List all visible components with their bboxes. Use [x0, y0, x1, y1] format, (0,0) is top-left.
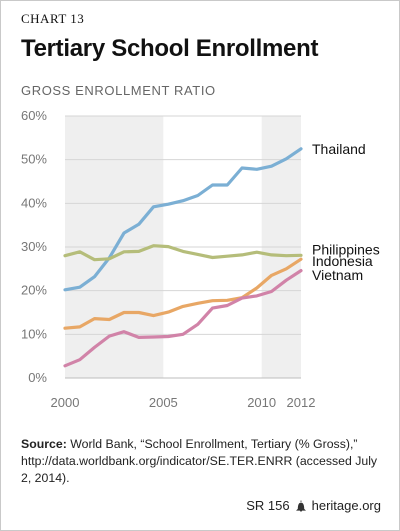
y-tick-label: 50% — [21, 152, 47, 167]
footer: SR 156 heritage.org — [246, 498, 381, 513]
chart-number: CHART 13 — [21, 11, 85, 26]
site-name: heritage.org — [311, 498, 381, 513]
x-tick-label: 2012 — [287, 395, 316, 410]
report-id: SR 156 — [246, 498, 290, 513]
series-line-indonesia — [63, 257, 303, 330]
y-tick-label: 20% — [21, 283, 47, 298]
y-tick-label: 60% — [21, 108, 47, 123]
series-label-indonesia: Indonesia — [312, 253, 373, 269]
liberty-bell-icon — [295, 500, 306, 512]
y-tick-label: 30% — [21, 239, 47, 254]
x-tick-label: 2010 — [247, 395, 276, 410]
source-label: Source: — [21, 437, 67, 451]
chart-title: Tertiary School Enrollment — [21, 35, 319, 62]
series-line-thailand — [63, 147, 303, 292]
line-chart: 0% 10% 20% 30% 40% 50% 60% 2000 2005 2010 2012 Thai… — [21, 108, 380, 410]
y-tick-label: 40% — [21, 195, 47, 210]
series-line-vietnam — [63, 269, 303, 368]
source-note: Source: World Bank, “School Enrollment, … — [21, 436, 383, 487]
series-label-vietnam: Vietnam — [312, 267, 363, 283]
series-label-philippines: Philippines — [312, 242, 380, 258]
y-tick-label: 10% — [21, 326, 47, 341]
chart-subtitle: GROSS ENROLLMENT RATIO — [21, 83, 216, 98]
source-text: World Bank, “School Enrollment, Tertiary… — [21, 437, 378, 485]
x-tick-label: 2000 — [51, 395, 80, 410]
x-tick-label: 2005 — [149, 395, 178, 410]
y-tick-label: 0% — [28, 370, 47, 385]
series-label-thailand: Thailand — [312, 141, 366, 157]
series-line-philippines — [63, 244, 303, 262]
